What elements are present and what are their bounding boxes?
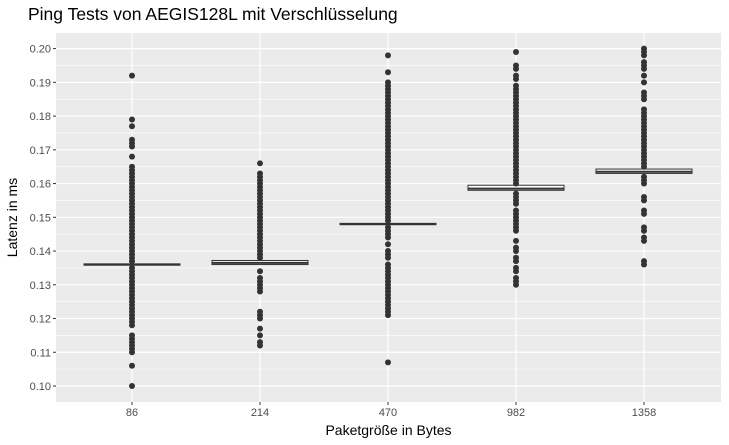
outlier-point xyxy=(641,180,647,187)
outlier-point xyxy=(129,143,135,150)
y-tick-label: 0.20 xyxy=(30,44,51,56)
x-tick-label: 982 xyxy=(507,407,525,419)
x-tick-label: 214 xyxy=(251,407,269,419)
outlier-points xyxy=(129,45,647,389)
outlier-point xyxy=(641,65,647,72)
box-214 xyxy=(211,259,309,266)
outlier-point xyxy=(129,123,135,130)
outlier-point xyxy=(385,254,391,261)
outlier-point xyxy=(513,258,519,265)
outlier-point xyxy=(385,52,391,59)
y-tick-label: 0.19 xyxy=(30,77,51,89)
outlier-point xyxy=(385,234,391,241)
outlier-point xyxy=(513,227,519,234)
outlier-point xyxy=(129,349,135,356)
outlier-point xyxy=(385,312,391,319)
box-1358 xyxy=(595,168,693,174)
y-tick-label: 0.13 xyxy=(30,280,51,292)
outlier-point xyxy=(641,163,647,170)
y-tick-label: 0.17 xyxy=(30,145,51,157)
y-axis: 0.10 0.11 0.12 0.13 0.14 0.15 0.16 0.17 0.18 0.19… xyxy=(30,44,56,393)
y-tick-label: 0.11 xyxy=(30,347,51,359)
outlier-point xyxy=(641,210,647,217)
outlier-point xyxy=(641,197,647,204)
outlier-point xyxy=(513,248,519,255)
y-tick-label: 0.12 xyxy=(30,314,51,326)
y-tick-label: 0.18 xyxy=(30,111,51,123)
outlier-point xyxy=(257,342,263,349)
x-tick-label: 470 xyxy=(379,407,397,419)
outlier-point xyxy=(641,52,647,59)
outlier-point xyxy=(513,180,519,187)
x-tick-label: 86 xyxy=(126,407,138,419)
outlier-point xyxy=(641,261,647,268)
outlier-point xyxy=(129,322,135,329)
chart-title: Ping Tests von AEGIS128L mit Verschlüsse… xyxy=(28,4,398,24)
y-tick-label: 0.10 xyxy=(30,381,51,393)
outlier-point xyxy=(129,258,135,265)
outlier-point xyxy=(513,200,519,207)
outlier-point xyxy=(513,48,519,55)
outlier-point xyxy=(257,268,263,275)
outlier-point xyxy=(257,332,263,339)
x-tick-label: 1358 xyxy=(632,407,656,419)
outlier-point xyxy=(641,237,647,244)
outlier-point xyxy=(129,72,135,79)
outlier-point xyxy=(257,254,263,261)
outlier-point xyxy=(129,116,135,123)
outlier-point xyxy=(385,241,391,248)
y-axis-title: Latenz in ms xyxy=(4,178,20,257)
outlier-point xyxy=(513,281,519,288)
outlier-point xyxy=(385,69,391,76)
outlier-point xyxy=(257,325,263,332)
outlier-point xyxy=(257,288,263,295)
outlier-point xyxy=(513,237,519,244)
outlier-point xyxy=(513,65,519,72)
x-axis-title: Paketgröße in Bytes xyxy=(325,422,451,438)
y-tick-label: 0.16 xyxy=(30,179,51,191)
x-axis: 86 214 470 982 1358 xyxy=(126,402,656,419)
outlier-point xyxy=(129,383,135,389)
outlier-point xyxy=(257,315,263,322)
outlier-point xyxy=(129,153,135,160)
y-tick-label: 0.15 xyxy=(30,212,51,224)
y-tick-label: 0.14 xyxy=(30,246,51,258)
outlier-point xyxy=(513,268,519,275)
outlier-point xyxy=(385,359,391,366)
outlier-point xyxy=(641,79,647,86)
outlier-point xyxy=(641,72,647,79)
outlier-point xyxy=(385,217,391,224)
outlier-point xyxy=(257,160,263,167)
outlier-point xyxy=(641,96,647,103)
outlier-point xyxy=(513,75,519,82)
outlier-point xyxy=(641,227,647,234)
outlier-point xyxy=(129,362,135,369)
